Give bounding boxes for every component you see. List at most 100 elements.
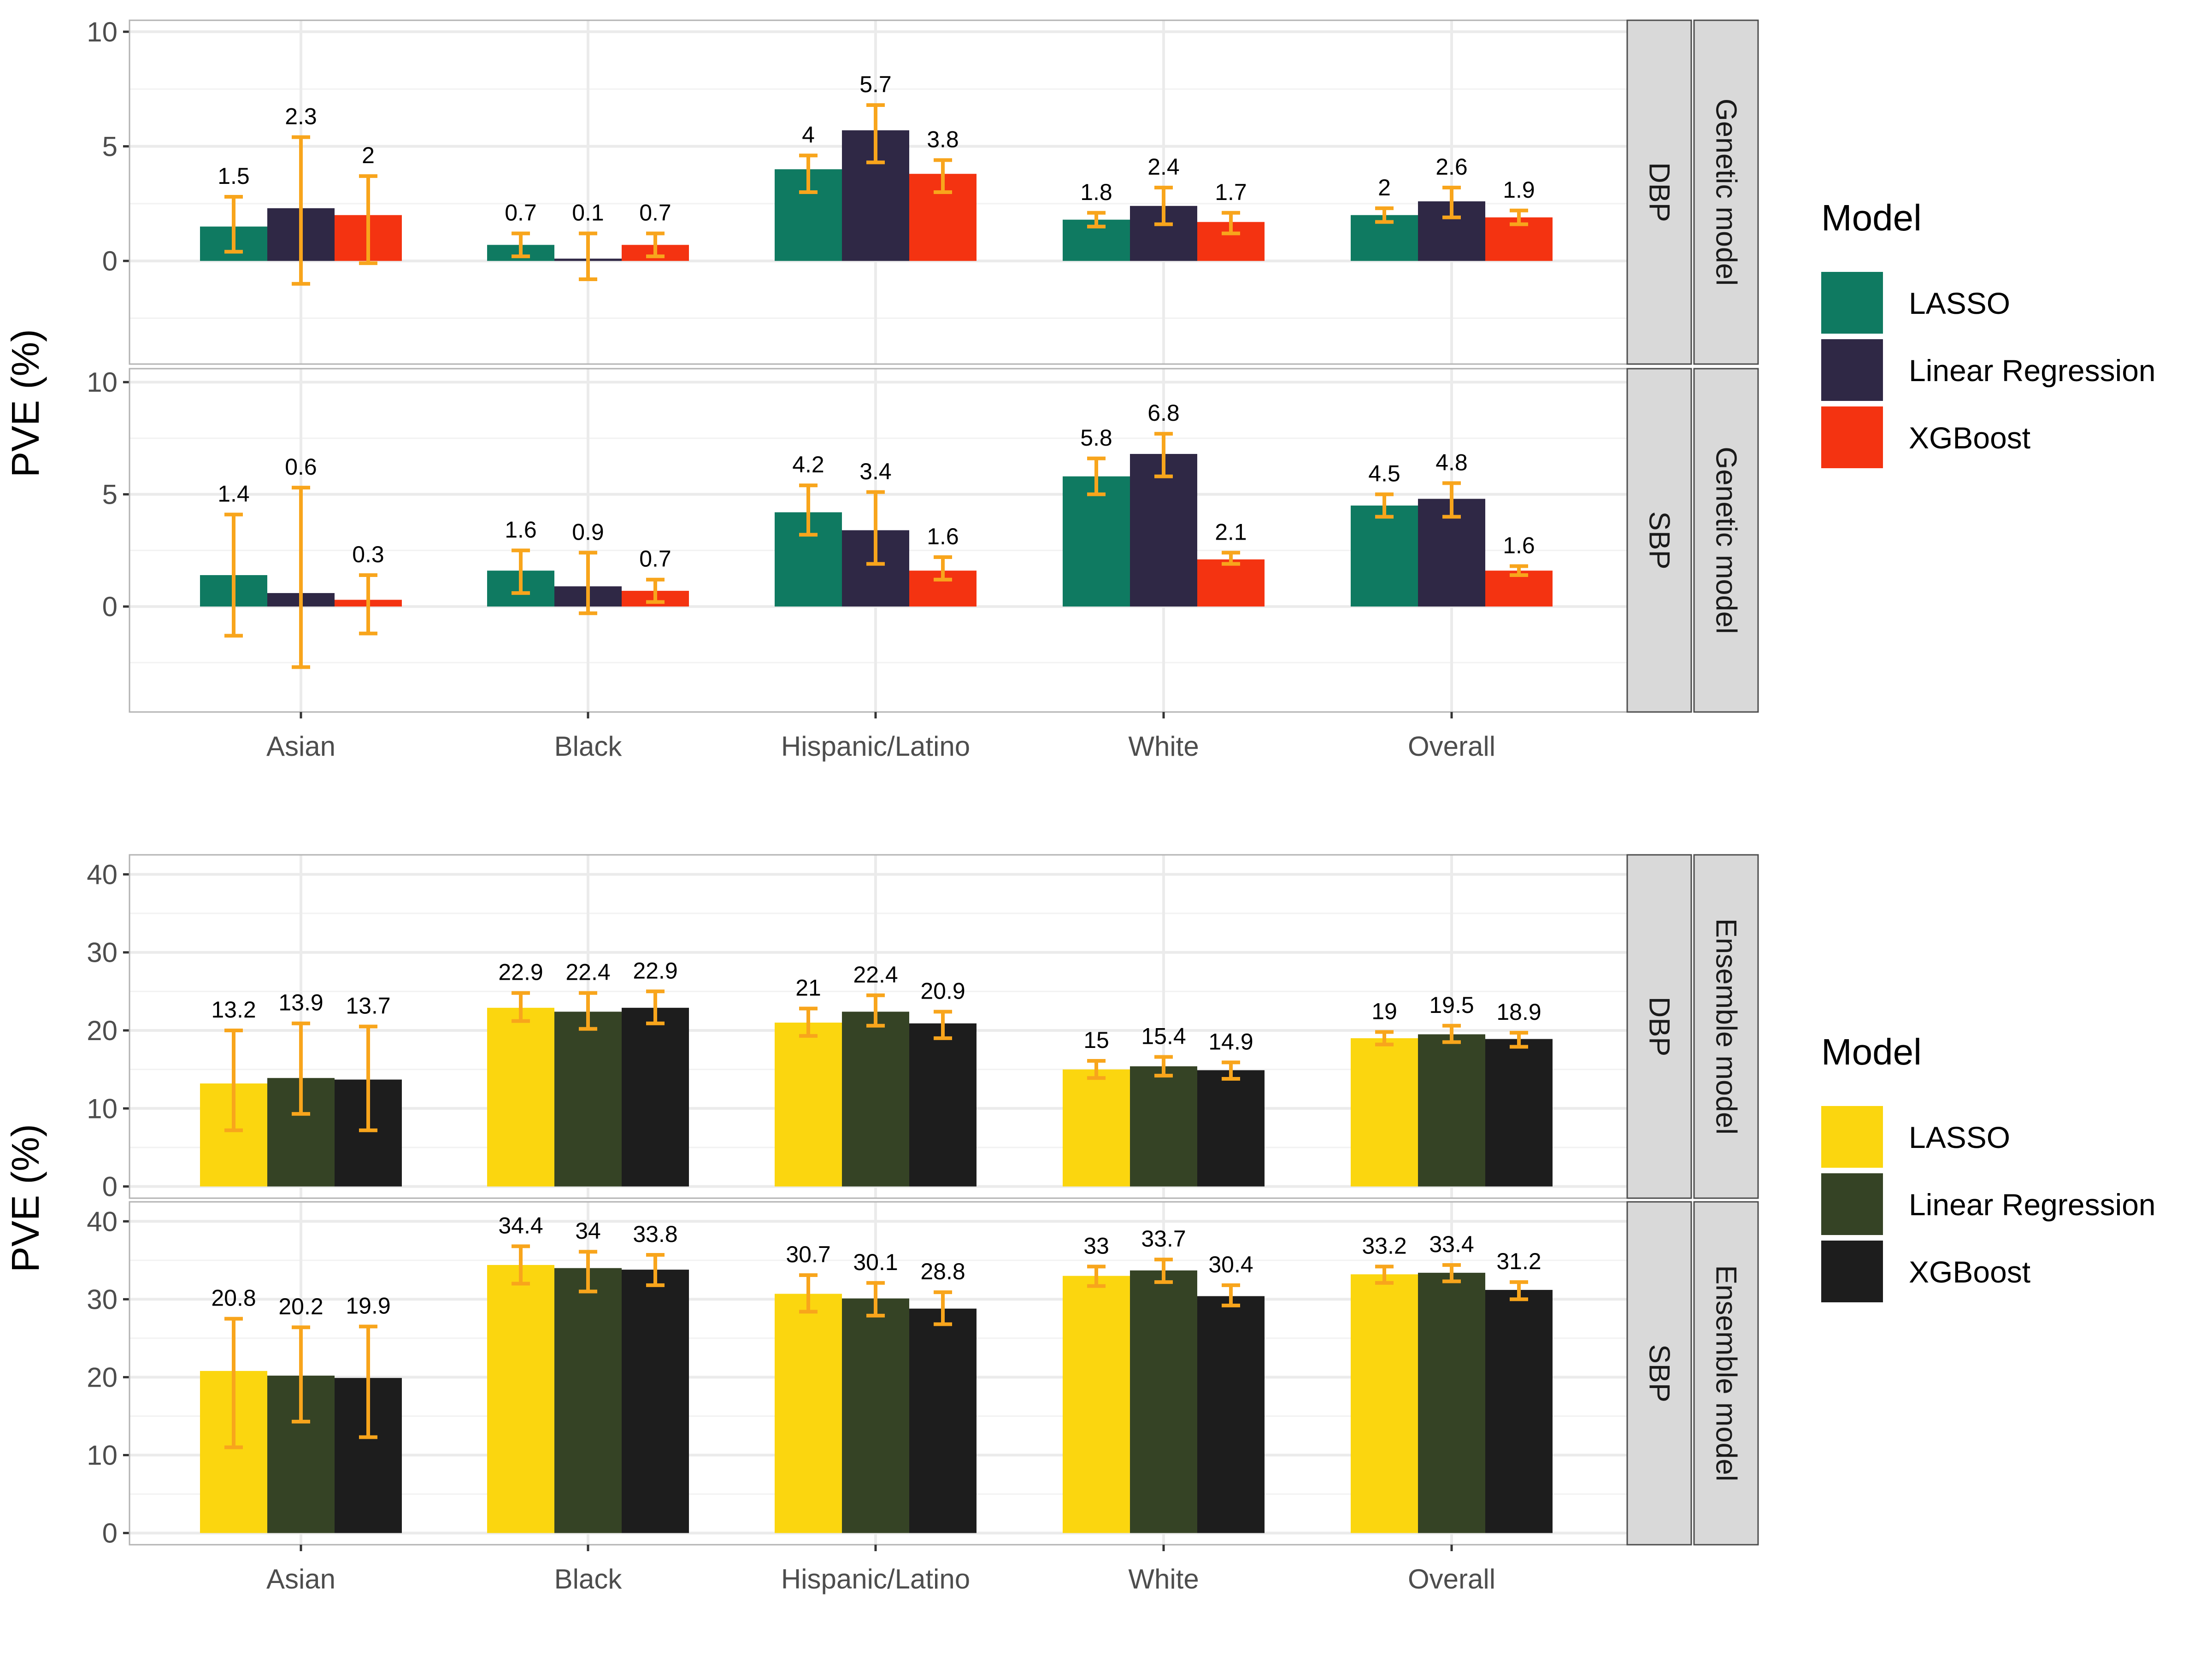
- data-label: 0.7: [639, 546, 671, 572]
- x-tick-label: Overall: [1408, 1564, 1495, 1594]
- data-label: 33.4: [1429, 1231, 1474, 1257]
- series-lasso: 1.4 1.6 4.2 5.8 4.5: [200, 425, 1418, 638]
- x-tick-label: Overall: [1408, 731, 1495, 762]
- x-tick-label: White: [1128, 731, 1199, 762]
- facet-strip-outer: [1693, 854, 1759, 1199]
- data-label: 33.2: [1362, 1233, 1406, 1259]
- series-linear-regression: 20.2 34 30.1 33.7 33.4: [267, 1218, 1485, 1533]
- facet-strip-label: DBP: [1643, 997, 1676, 1057]
- x-tick-label: Hispanic/Latino: [781, 1564, 970, 1594]
- y-tick-label: 5: [102, 479, 118, 510]
- data-label: 15: [1083, 1027, 1109, 1053]
- data-label: 4.2: [792, 452, 824, 477]
- data-label: 19.5: [1429, 992, 1474, 1018]
- data-label: 2: [1378, 175, 1391, 200]
- data-label: 4: [802, 122, 815, 147]
- bar: [554, 1012, 622, 1187]
- facet-strip-outer-label: Genetic model: [1710, 447, 1742, 634]
- facet-strip-outer: [1693, 19, 1759, 365]
- data-label: 18.9: [1496, 999, 1541, 1025]
- series-xgboost: 0.3 0.7 1.6 2.1 1.6: [335, 519, 1553, 635]
- facet-strip-label: SBP: [1643, 1344, 1676, 1402]
- data-label: 30.7: [786, 1241, 830, 1267]
- legend-label: XGBoost: [1909, 421, 2030, 455]
- bar: [1130, 454, 1197, 607]
- bar: [1418, 1034, 1485, 1187]
- data-label: 2.4: [1147, 154, 1180, 180]
- facet-strip-label: SBP: [1643, 511, 1676, 569]
- data-label: 15.4: [1141, 1024, 1186, 1049]
- data-label: 0.6: [285, 454, 317, 480]
- bar: [1130, 1270, 1197, 1533]
- data-label: 21: [795, 975, 821, 1001]
- facet-strip-outer: [1693, 368, 1759, 713]
- facet-strip-outer-label: Ensemble model: [1710, 918, 1742, 1135]
- series-xgboost: 2 0.7 3.8 1.7 1.9: [335, 126, 1553, 265]
- bar: [842, 1012, 909, 1187]
- data-label: 3.8: [927, 126, 959, 152]
- bar: [1063, 476, 1130, 607]
- y-tick-label: 0: [102, 591, 118, 622]
- data-label: 0.7: [639, 200, 671, 226]
- y-tick-label: 5: [102, 131, 118, 162]
- x-tick-label: Asian: [266, 1564, 335, 1594]
- facet-strip-outer-label: Ensemble model: [1710, 1265, 1742, 1481]
- panel-top-sbp: 0 5 10 1.4 1.6 4.2 5.8 4.5 0.6 0.9 3.4 6.8 4.8 0.3 0.7…: [87, 367, 1759, 713]
- data-label: 0.7: [505, 200, 537, 226]
- data-label: 4.5: [1368, 461, 1400, 487]
- y-tick-label: 0: [102, 246, 118, 276]
- data-label: 0.9: [572, 519, 604, 545]
- data-label: 20.2: [278, 1294, 323, 1319]
- panel-top-dbp: 0 5 10 1.5 0.7 4 1.8 2 2.3 0.1 5.7 2.4 2.6 2 0.7 3.8 1.7…: [87, 17, 1759, 365]
- legend: Model LASSO Linear Regression XGBoost: [1821, 197, 2156, 468]
- legend-title: Model: [1821, 1031, 1922, 1072]
- legend-title: Model: [1821, 197, 1922, 238]
- facet-strip-outer: [1693, 1201, 1759, 1546]
- data-label: 19: [1371, 998, 1397, 1024]
- x-tick-label: Black: [554, 731, 623, 762]
- data-label: 1.8: [1080, 179, 1112, 205]
- data-label: 14.9: [1208, 1029, 1253, 1054]
- bar: [1197, 559, 1265, 607]
- legend-label: LASSO: [1909, 1120, 2010, 1154]
- x-tick-label: Asian: [266, 731, 335, 762]
- bar: [775, 1023, 842, 1187]
- facet-strip-outer-label: Genetic model: [1710, 99, 1742, 286]
- bar: [554, 1268, 622, 1533]
- bar: [1351, 506, 1418, 607]
- legend-key: [1821, 406, 1883, 468]
- bar: [842, 1298, 909, 1533]
- bar: [1130, 1066, 1197, 1187]
- series-xgboost: 19.9 33.8 28.8 30.4 31.2: [335, 1221, 1553, 1533]
- data-label: 33.8: [633, 1221, 677, 1247]
- data-label: 1.5: [218, 163, 250, 189]
- series-xgboost: 13.7 22.9 20.9 14.9 18.9: [335, 958, 1553, 1187]
- legend-key: [1821, 272, 1883, 334]
- bar: [909, 1308, 977, 1533]
- bar: [1063, 1276, 1130, 1533]
- data-label: 6.8: [1147, 400, 1180, 426]
- bar: [1197, 1296, 1265, 1533]
- data-label: 31.2: [1496, 1248, 1541, 1274]
- data-label: 22.9: [498, 959, 543, 985]
- bar: [487, 1265, 554, 1533]
- legend-key: [1821, 1173, 1883, 1235]
- y-tick-label: 10: [87, 1093, 118, 1124]
- bar: [1351, 1038, 1418, 1187]
- bar: [1063, 1069, 1130, 1187]
- y-axis-title: PVE (%): [4, 329, 47, 477]
- data-label: 4.8: [1435, 449, 1468, 475]
- data-label: 1.4: [218, 481, 250, 507]
- panel-bottom-sbp: 0 10 20 30 40 20.8 34.4 30.7 33 33.2 20.2 34 30.1 33.…: [87, 1201, 1759, 1549]
- y-tick-label: 30: [87, 1284, 118, 1315]
- data-label: 1.9: [1503, 177, 1535, 203]
- data-label: 2.6: [1435, 154, 1468, 180]
- x-tick-label: White: [1128, 1564, 1199, 1594]
- facet-strip: [1626, 19, 1692, 365]
- series-lasso: 20.8 34.4 30.7 33 33.2: [200, 1212, 1418, 1533]
- bar: [1485, 1290, 1553, 1533]
- data-label: 2: [362, 142, 375, 168]
- data-label: 20.8: [211, 1285, 256, 1311]
